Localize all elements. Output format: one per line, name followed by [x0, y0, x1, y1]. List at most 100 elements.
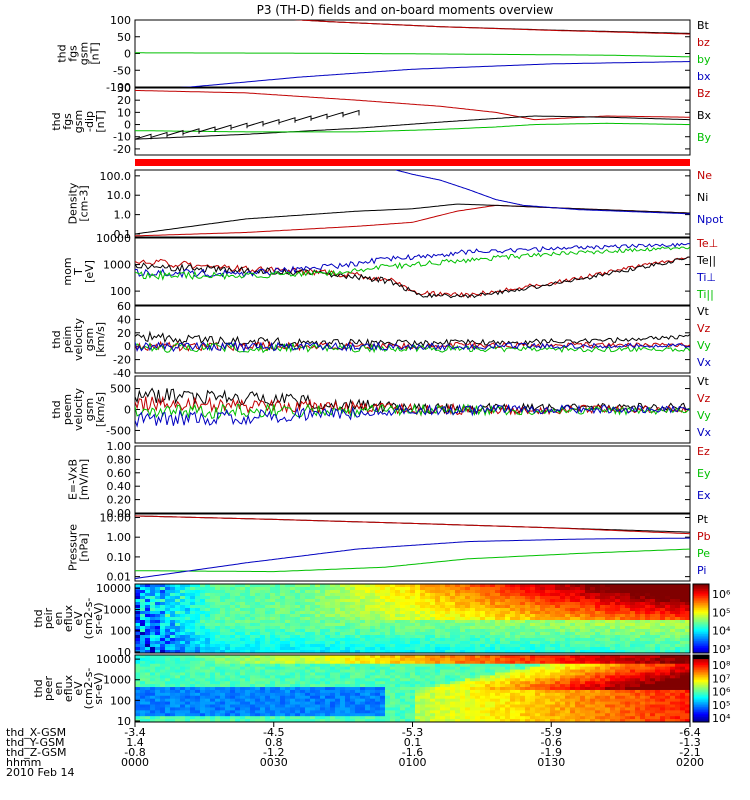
spectrogram-cell	[445, 675, 451, 679]
spectrogram-cell	[305, 707, 311, 711]
spectrogram-cell	[255, 584, 261, 588]
spectrogram-cell	[435, 707, 441, 711]
spectrogram-cell	[500, 647, 506, 651]
spectrogram-cell	[625, 626, 631, 630]
spectrogram-cell	[420, 590, 426, 594]
spectrogram-cell	[515, 638, 521, 642]
spectrogram-cell	[180, 672, 186, 676]
spectrogram-cell	[405, 632, 411, 636]
spectrogram-cell	[280, 641, 286, 645]
spectrogram-cell	[485, 687, 491, 691]
spectrogram-cell	[465, 638, 471, 642]
spectrogram-cell	[220, 716, 226, 720]
spectrogram-cell	[235, 623, 241, 627]
spectrogram-cell	[450, 599, 456, 603]
spectrogram-cell	[360, 644, 366, 648]
spectrogram-cell	[145, 710, 151, 714]
spectrogram-cell	[645, 605, 651, 609]
spectrogram-cell	[365, 599, 371, 603]
spectrogram-cell	[660, 635, 666, 639]
spectrogram-cell	[365, 602, 371, 606]
spectrogram-cell	[590, 719, 596, 723]
spectrogram-cell	[275, 719, 281, 723]
spectrogram-cell	[190, 629, 196, 633]
spectrogram-cell	[260, 593, 266, 597]
spectrogram-cell	[495, 605, 501, 609]
spectrogram-cell	[165, 602, 171, 606]
spectrogram-cell	[595, 599, 601, 603]
spectrogram-cell	[555, 687, 561, 691]
spectrogram-cell	[395, 599, 401, 603]
spectrogram-cell	[155, 620, 161, 624]
spectrogram-cell	[550, 710, 556, 714]
spectrogram-cell	[220, 675, 226, 679]
spectrogram-cell	[135, 672, 141, 676]
spectrogram-cell	[170, 623, 176, 627]
spectrogram-cell	[450, 701, 456, 705]
spectrogram-cell	[255, 713, 261, 717]
spectrogram-cell	[345, 698, 351, 703]
spectrogram-cell	[560, 638, 566, 642]
spectrogram-cell	[335, 687, 341, 691]
spectrogram-cell	[195, 596, 201, 600]
spectrogram-cell	[555, 669, 561, 673]
spectrogram-cell	[445, 632, 451, 636]
spectrogram-cell	[250, 587, 256, 591]
spectrogram-cell	[245, 596, 251, 600]
spectrogram-cell	[425, 669, 431, 673]
spectrogram-cell	[355, 590, 361, 594]
spectrogram-cell	[440, 593, 446, 597]
colorbar-cell	[693, 635, 709, 638]
spectrogram-cell	[180, 650, 186, 654]
spectrogram-cell	[560, 629, 566, 633]
spectrogram-cell	[455, 602, 461, 606]
spectrogram-cell	[385, 655, 391, 659]
spectrogram-cell	[285, 655, 291, 659]
spectrogram-cell	[330, 623, 336, 627]
spectrogram-cell	[310, 587, 316, 591]
spectrogram-cell	[520, 719, 526, 723]
spectrogram-cell	[235, 678, 241, 682]
spectrogram-cell	[465, 672, 471, 676]
spectrogram-cell	[550, 713, 556, 717]
spectrogram-cell	[430, 684, 436, 688]
spectrogram-cell	[520, 687, 526, 691]
spectrogram-cell	[330, 638, 336, 642]
spectrogram-cell	[485, 701, 491, 705]
spectrogram-cell	[490, 657, 496, 662]
spectrogram-cell	[420, 701, 426, 705]
spectrogram-cell	[145, 626, 151, 630]
spectrogram-cell	[670, 593, 676, 597]
spectrogram-cell	[375, 713, 381, 717]
spectrogram-cell	[660, 593, 666, 597]
spectrogram-cell	[175, 684, 181, 688]
spectrogram-cell	[405, 614, 411, 618]
spectrogram-cell	[435, 663, 441, 668]
spectrogram-cell	[405, 629, 411, 633]
y-tick-label: -20	[113, 143, 131, 156]
spectrogram-cell	[225, 629, 231, 633]
spectrogram-cell	[425, 647, 431, 651]
spectrogram-cell	[160, 623, 166, 627]
spectrogram-cell	[320, 590, 326, 594]
spectrogram-cell	[520, 713, 526, 717]
spectrogram-cell	[595, 611, 601, 615]
spectrogram-cell	[175, 681, 181, 685]
spectrogram-cell	[160, 605, 166, 609]
spectrogram-cell	[570, 660, 576, 665]
spectrogram-cell	[185, 602, 191, 606]
spectrogram-cell	[595, 650, 601, 654]
spectrogram-cell	[280, 593, 286, 597]
spectrogram-cell	[565, 623, 571, 627]
spectrogram-cell	[470, 641, 476, 645]
spectrogram-cell	[240, 655, 246, 659]
spectrogram-cell	[460, 669, 466, 673]
spectrogram-cell	[170, 695, 176, 700]
spectrogram-cell	[155, 617, 161, 621]
spectrogram-cell	[350, 666, 356, 670]
spectrogram-cell	[485, 704, 491, 708]
spectrogram-cell	[260, 707, 266, 711]
spectrogram-cell	[470, 602, 476, 606]
spectrogram-cell	[255, 647, 261, 651]
